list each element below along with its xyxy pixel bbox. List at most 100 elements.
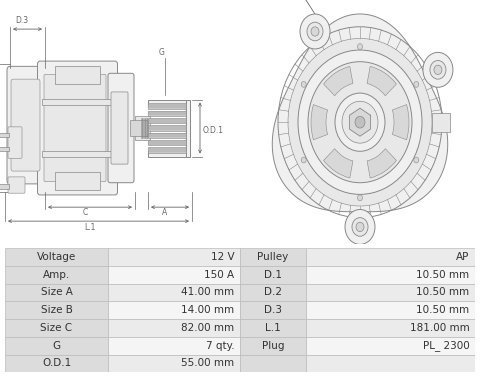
Wedge shape xyxy=(367,67,396,96)
Text: D.3: D.3 xyxy=(15,16,28,25)
Bar xyxy=(240,284,306,301)
FancyBboxPatch shape xyxy=(44,74,106,182)
Bar xyxy=(186,100,190,156)
Bar xyxy=(5,284,108,301)
Text: C: C xyxy=(83,208,88,217)
Bar xyxy=(108,301,240,319)
Text: 41.00 mm: 41.00 mm xyxy=(181,288,234,297)
Bar xyxy=(0,185,9,188)
FancyBboxPatch shape xyxy=(37,61,118,195)
Bar xyxy=(5,266,108,284)
Text: Size B: Size B xyxy=(41,305,72,315)
Bar xyxy=(306,284,475,301)
Circle shape xyxy=(335,93,385,151)
Bar xyxy=(42,151,112,157)
Bar xyxy=(240,248,306,266)
Wedge shape xyxy=(311,105,328,140)
FancyBboxPatch shape xyxy=(11,79,40,171)
Bar xyxy=(148,118,186,123)
Text: L.1: L.1 xyxy=(84,223,96,232)
Circle shape xyxy=(301,82,306,87)
Circle shape xyxy=(311,27,319,36)
FancyBboxPatch shape xyxy=(8,127,22,158)
Text: Size A: Size A xyxy=(41,288,72,297)
Circle shape xyxy=(298,50,422,194)
Bar xyxy=(0,133,9,137)
Circle shape xyxy=(358,44,362,50)
Circle shape xyxy=(358,195,362,201)
Bar xyxy=(148,111,186,116)
Bar xyxy=(5,301,108,319)
Text: 82.00 mm: 82.00 mm xyxy=(181,323,234,333)
Bar xyxy=(148,140,186,146)
Bar xyxy=(306,319,475,337)
Bar xyxy=(108,248,240,266)
Bar xyxy=(135,117,150,139)
Bar xyxy=(108,355,240,372)
FancyBboxPatch shape xyxy=(7,66,48,184)
Bar xyxy=(240,266,306,284)
Bar xyxy=(306,248,475,266)
Circle shape xyxy=(307,22,323,41)
Text: Amp.: Amp. xyxy=(43,270,70,280)
Wedge shape xyxy=(324,67,353,96)
Bar xyxy=(148,151,186,156)
Circle shape xyxy=(342,101,378,143)
Bar xyxy=(148,125,186,131)
Bar xyxy=(108,266,240,284)
Text: Pulley: Pulley xyxy=(257,252,288,262)
FancyBboxPatch shape xyxy=(8,177,25,193)
Polygon shape xyxy=(272,14,448,212)
Bar xyxy=(306,266,475,284)
Bar xyxy=(240,319,306,337)
Bar xyxy=(306,337,475,355)
Wedge shape xyxy=(324,149,353,178)
Text: Size C: Size C xyxy=(40,323,72,333)
Bar xyxy=(240,355,306,372)
FancyBboxPatch shape xyxy=(111,92,128,164)
Polygon shape xyxy=(349,108,371,136)
Bar xyxy=(55,172,100,190)
Bar xyxy=(108,337,240,355)
Text: 10.50 mm: 10.50 mm xyxy=(417,270,469,280)
Bar xyxy=(148,147,186,153)
Text: Voltage: Voltage xyxy=(37,252,76,262)
Text: 55.00 mm: 55.00 mm xyxy=(181,358,234,368)
Bar xyxy=(130,120,148,136)
Text: 150 A: 150 A xyxy=(204,270,234,280)
Bar xyxy=(306,301,475,319)
Text: Plug: Plug xyxy=(262,341,284,351)
Text: 10.50 mm: 10.50 mm xyxy=(417,288,469,297)
Bar xyxy=(240,301,306,319)
Bar xyxy=(108,319,240,337)
Text: PL_ 2300: PL_ 2300 xyxy=(423,340,469,351)
Bar xyxy=(432,113,450,132)
Text: D.2: D.2 xyxy=(315,267,328,276)
Text: AP: AP xyxy=(456,252,469,262)
Circle shape xyxy=(430,61,446,79)
Bar xyxy=(5,319,108,337)
FancyBboxPatch shape xyxy=(108,73,134,183)
Wedge shape xyxy=(367,149,396,178)
Text: 7 qty.: 7 qty. xyxy=(206,341,234,351)
Text: D.2: D.2 xyxy=(264,288,282,297)
Circle shape xyxy=(352,218,368,236)
Circle shape xyxy=(301,157,306,163)
Bar xyxy=(306,355,475,372)
Circle shape xyxy=(288,38,432,206)
Bar xyxy=(5,337,108,355)
Bar xyxy=(148,133,186,138)
Bar xyxy=(5,248,108,266)
Bar xyxy=(0,147,9,151)
Circle shape xyxy=(423,52,453,87)
Bar xyxy=(5,355,108,372)
Text: O.D.1: O.D.1 xyxy=(203,126,224,135)
Bar xyxy=(55,66,100,84)
Circle shape xyxy=(356,222,364,232)
Bar xyxy=(148,100,186,105)
Text: G: G xyxy=(159,48,165,57)
Circle shape xyxy=(345,209,375,244)
Text: 14.00 mm: 14.00 mm xyxy=(181,305,234,315)
Text: G: G xyxy=(52,341,60,351)
Bar xyxy=(240,337,306,355)
